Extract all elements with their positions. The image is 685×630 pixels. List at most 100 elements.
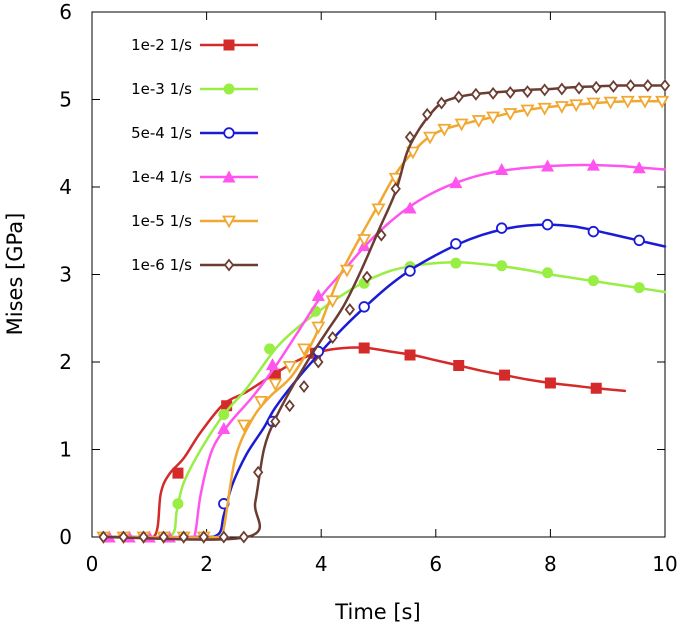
x-tick-label: 0: [86, 552, 99, 576]
data-point: [118, 530, 129, 544]
data-point: [284, 399, 295, 413]
legend-marker: [223, 39, 235, 51]
data-point: [471, 115, 486, 128]
y-axis-label: Mises [GPa]: [3, 213, 27, 336]
series-line: [102, 163, 667, 540]
data-point: [554, 101, 569, 114]
data-point: [376, 228, 387, 242]
data-point: [539, 83, 550, 97]
data-point: [138, 530, 149, 544]
x-tick-label: 8: [544, 552, 557, 576]
series-layer: [96, 79, 671, 545]
data-point: [218, 409, 230, 420]
legend-marker: [223, 127, 235, 139]
data-point: [586, 158, 600, 171]
data-point: [221, 400, 233, 412]
data-point: [269, 368, 281, 380]
data-point: [586, 97, 601, 111]
legend-item: 1e-4 1/s: [131, 168, 258, 186]
data-point: [542, 267, 554, 279]
legend-item: 1e-2 1/s: [131, 36, 258, 54]
data-point: [522, 85, 533, 99]
x-axis-label: Time [s]: [334, 600, 420, 624]
data-point: [659, 79, 671, 92]
data-point: [422, 107, 433, 121]
data-point: [449, 176, 463, 189]
x-tick-label: 10: [652, 552, 677, 576]
y-tick-label: 0: [59, 525, 72, 549]
data-point: [437, 123, 452, 137]
data-point: [436, 96, 447, 110]
data-point: [98, 530, 109, 544]
y-tick-label: 3: [59, 263, 72, 287]
data-point: [358, 301, 370, 313]
data-point: [537, 102, 552, 116]
data-point: [505, 86, 516, 99]
series-4: [96, 95, 670, 545]
data-point: [499, 369, 511, 381]
data-point: [423, 131, 438, 145]
data-point: [591, 80, 602, 94]
data-point: [357, 234, 372, 247]
data-point: [218, 530, 229, 544]
legend-label: 1e-2 1/s: [131, 36, 192, 54]
legend-item: 5e-4 1/s: [131, 124, 258, 142]
data-point: [587, 275, 599, 287]
x-tick-label: 6: [429, 552, 442, 576]
data-point: [404, 349, 416, 361]
data-point: [633, 282, 645, 294]
series-5: [98, 79, 671, 544]
data-point: [361, 270, 373, 284]
data-point: [311, 289, 325, 301]
data-point: [313, 355, 324, 369]
data-point: [178, 530, 189, 544]
data-point: [403, 201, 417, 214]
data-point: [404, 130, 416, 144]
data-point: [405, 146, 420, 160]
y-tick-label: 4: [59, 175, 72, 199]
data-point: [496, 260, 508, 272]
data-point: [339, 264, 355, 278]
data-point: [254, 395, 269, 409]
series-line: [102, 223, 667, 539]
data-point: [633, 234, 645, 247]
data-point: [541, 218, 554, 231]
data-point: [358, 342, 370, 354]
data-point: [495, 222, 508, 234]
y-tick-label: 6: [59, 0, 72, 24]
y-tick-label: 2: [59, 350, 72, 374]
data-point: [268, 378, 283, 392]
legend-marker: [222, 170, 236, 183]
data-point: [253, 465, 264, 479]
data-point: [642, 79, 653, 92]
data-point: [344, 303, 356, 316]
data-point: [404, 265, 416, 277]
data-point: [264, 343, 276, 355]
data-point: [327, 331, 338, 344]
data-point: [487, 86, 499, 100]
data-point: [541, 159, 555, 172]
data-point: [450, 238, 462, 250]
legend: 1e-2 1/s 1e-3 1/s 5e-4 1/s 1e-4 1/s 1e-5 1/s…: [131, 36, 258, 274]
data-point: [238, 530, 249, 544]
data-point: [454, 118, 469, 132]
legend-item: 1e-6 1/s: [131, 256, 258, 274]
data-point: [325, 295, 340, 309]
data-point: [637, 95, 652, 109]
series-1: [102, 257, 667, 539]
data-point: [470, 87, 482, 101]
data-point: [620, 95, 635, 109]
data-point: [282, 360, 297, 374]
legend-marker: [223, 258, 235, 272]
data-point: [172, 467, 184, 479]
series-line: [102, 84, 667, 541]
data-point: [453, 90, 464, 104]
data-point: [311, 321, 326, 335]
data-point: [632, 161, 646, 174]
series-line: [102, 261, 667, 539]
series-2: [102, 218, 667, 539]
data-point: [590, 382, 602, 394]
data-point: [573, 81, 585, 95]
data-point: [556, 82, 568, 96]
data-point: [217, 422, 231, 434]
